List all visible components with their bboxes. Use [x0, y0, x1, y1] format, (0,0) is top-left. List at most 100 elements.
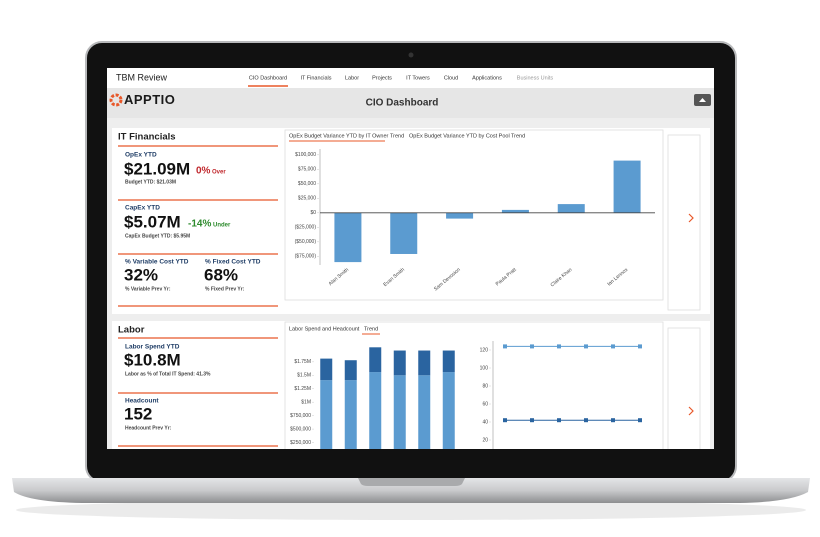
kpi-variance-note: Under — [213, 223, 231, 229]
side-card — [667, 134, 701, 311]
nav-bar — [107, 68, 714, 88]
side-card — [667, 327, 701, 449]
bar-segment — [418, 350, 431, 376]
kpi-variance-note: Over — [212, 170, 226, 176]
bar-segment — [369, 347, 382, 373]
y-tick-label: $750,000 — [290, 413, 311, 419]
bar — [334, 212, 362, 263]
bar-segment — [418, 375, 431, 449]
nav-tab[interactable]: IT Towers — [406, 75, 430, 81]
kpi-sub: Budget YTD: $21.03M — [125, 179, 176, 185]
kpi-value: 152 — [124, 404, 152, 423]
kpi-sub: % Fixed Prev Yr: — [205, 286, 245, 292]
marker — [584, 344, 588, 349]
kpi-label: % Variable Cost YTD — [125, 259, 189, 266]
logo-mark — [109, 93, 123, 107]
bar — [613, 160, 641, 213]
screen: TBM Review CIO Dashboard IT Financials L… — [107, 68, 714, 449]
nav-tab[interactable]: Applications — [472, 75, 502, 81]
y-tick-label: 20 — [482, 437, 488, 443]
bar-segment — [393, 350, 406, 376]
menu-icon — [699, 98, 706, 102]
bar-segment — [344, 360, 357, 381]
nav-tab[interactable]: Business Units — [517, 75, 554, 81]
y-tick-label: 40 — [482, 419, 488, 425]
kpi-value: 32% — [124, 265, 158, 284]
nav-tab[interactable]: IT Financials — [300, 75, 331, 81]
section-title: Labor — [118, 325, 145, 336]
bar — [446, 212, 474, 219]
next-arrow[interactable] — [688, 213, 694, 223]
bar-segment — [369, 372, 382, 449]
laptop-base — [12, 478, 810, 503]
camera — [408, 52, 414, 58]
kpi-value: 68% — [204, 265, 238, 284]
chart-tab[interactable]: OpEx Budget Variance YTD by IT Owner — [289, 133, 389, 139]
y-tick-label: $50,000 — [298, 181, 316, 187]
y-tick-label: 120 — [480, 347, 489, 353]
y-tick-label: $1.75M — [294, 359, 311, 365]
kpi-sub: % Variable Prev Yr: — [125, 286, 171, 292]
chart-tab[interactable]: Labor Spend and Headcount — [289, 326, 360, 332]
y-tick-label: $0 — [310, 210, 316, 216]
marker — [530, 418, 534, 423]
chart-tab[interactable]: Trend — [390, 133, 404, 139]
y-tick-label: 60 — [482, 401, 488, 407]
y-tick-label: $75,000 — [298, 167, 316, 173]
nav-tab[interactable]: Projects — [372, 75, 392, 81]
logo: APPTIO — [124, 92, 175, 107]
bar-segment — [344, 380, 357, 449]
marker — [638, 418, 642, 423]
next-arrow[interactable] — [688, 406, 694, 416]
kpi-label: Headcount — [125, 398, 159, 405]
chart-tab[interactable]: Trend — [511, 133, 525, 139]
nav-tab[interactable]: CIO Dashboard — [249, 75, 287, 81]
nav-tab[interactable]: Labor — [345, 75, 359, 81]
kpi-label: Labor Spend YTD — [125, 344, 180, 351]
y-tick-label: ($75,000) — [295, 254, 317, 260]
kpi-sub: Labor as % of Total IT Spend: 41.3% — [125, 371, 211, 377]
chart-tab[interactable]: Trend — [364, 326, 378, 332]
y-tick-label: $1M — [301, 400, 311, 406]
kpi-value: $21.09M — [124, 159, 190, 178]
y-tick-label: $1.5M — [297, 373, 311, 379]
kpi-label: % Fixed Cost YTD — [205, 259, 261, 266]
bar — [557, 204, 585, 213]
kpi-label: CapEx YTD — [125, 205, 160, 212]
kpi-variance: -14% — [188, 219, 211, 230]
bar-segment — [442, 350, 455, 373]
page-title: CIO Dashboard — [366, 98, 439, 109]
kpi-value: $10.8M — [124, 350, 181, 369]
section-title: IT Financials — [118, 132, 176, 143]
marker — [557, 344, 561, 349]
kpi-sub: Headcount Prev Yr: — [125, 425, 172, 431]
y-tick-label: $500,000 — [290, 426, 311, 432]
bar — [501, 209, 529, 213]
kpi-variance: 0% — [196, 166, 211, 177]
nav-tab[interactable]: Cloud — [444, 75, 458, 81]
title-bar — [107, 88, 714, 118]
y-tick-label: $1.25M — [294, 386, 311, 392]
kpi-label: OpEx YTD — [125, 152, 157, 159]
y-tick-label: 100 — [480, 365, 489, 371]
y-tick-label: $250,000 — [290, 440, 311, 446]
marker — [530, 344, 534, 349]
y-tick-label: $25,000 — [298, 196, 316, 202]
marker — [584, 418, 588, 423]
y-tick-label: $100,000 — [295, 152, 316, 158]
marker — [611, 418, 615, 423]
app-title: TBM Review — [116, 72, 168, 82]
chart-tab[interactable]: OpEx Budget Variance YTD by Cost Pool — [409, 133, 510, 139]
kpi-sub: CapEx Budget YTD: $5.95M — [125, 233, 190, 239]
marker — [503, 344, 507, 349]
bar — [390, 212, 418, 254]
chart-card — [284, 321, 664, 449]
marker — [611, 344, 615, 349]
marker — [503, 418, 507, 423]
marker — [638, 344, 642, 349]
y-tick-label: 80 — [482, 383, 488, 389]
bar-segment — [442, 372, 455, 449]
kpi-value: $5.07M — [124, 212, 181, 231]
bar-segment — [320, 358, 333, 381]
